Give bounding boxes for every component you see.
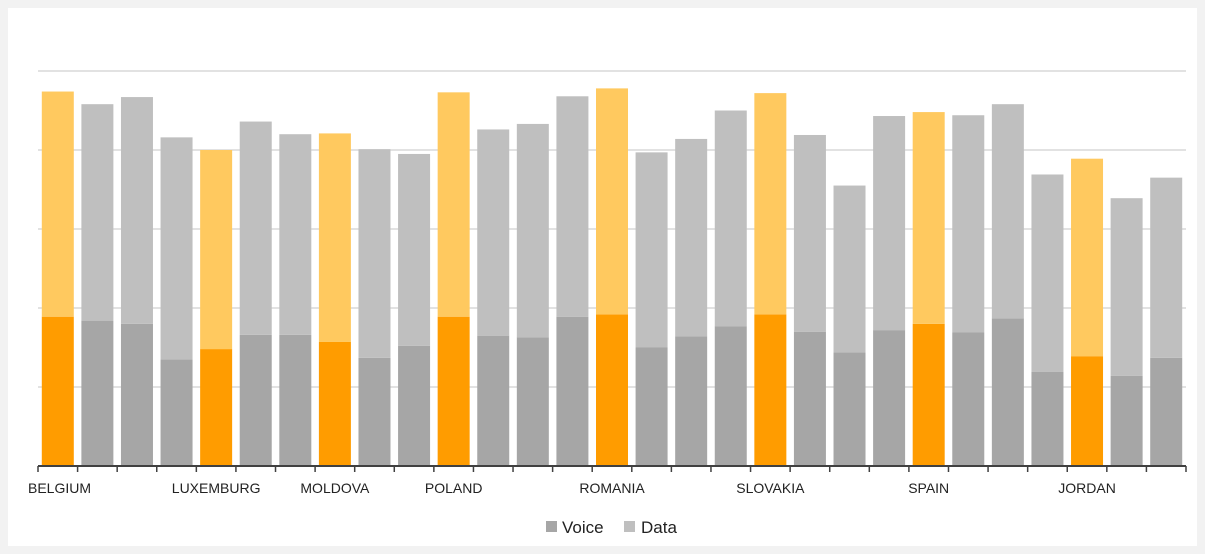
- bar-data: [754, 93, 786, 314]
- bar-data: [240, 122, 272, 335]
- bar-data: [834, 186, 866, 353]
- x-axis: [38, 466, 1186, 472]
- bars: [42, 88, 1182, 466]
- bar-voice: [913, 324, 945, 466]
- bar-voice: [1111, 376, 1143, 466]
- x-tick-label: BELGIUM: [28, 480, 91, 496]
- bar-data: [1071, 159, 1103, 357]
- bar-data: [992, 104, 1024, 318]
- legend-label-data: Data: [641, 518, 677, 537]
- bar-data: [161, 137, 193, 359]
- bar-voice: [873, 330, 905, 466]
- x-tick-label: JORDAN: [1058, 480, 1116, 496]
- bar-voice: [358, 358, 390, 466]
- bar-voice: [398, 346, 430, 466]
- bar-voice: [200, 349, 232, 466]
- bar-data: [913, 112, 945, 324]
- bar-voice: [42, 317, 74, 466]
- bar-data: [438, 92, 470, 316]
- bar-voice: [794, 332, 826, 466]
- bar-voice: [1031, 372, 1063, 466]
- x-tick-label: SLOVAKIA: [736, 480, 805, 496]
- bar-data: [715, 111, 747, 327]
- bar-data: [358, 149, 390, 358]
- x-tick-labels: BELGIUM LUXEMBURG MOLDOVA POLAND ROMANIA SLOV…: [28, 480, 1116, 496]
- bar-data: [42, 92, 74, 317]
- legend-swatch-data: [624, 521, 635, 532]
- x-tick-label: LUXEMBURG: [172, 480, 261, 496]
- bar-voice: [715, 326, 747, 466]
- bar-data: [1031, 174, 1063, 371]
- bar-data: [596, 88, 628, 314]
- bar-voice: [596, 314, 628, 466]
- bar-voice: [121, 324, 153, 466]
- bar-voice: [834, 352, 866, 466]
- bar-voice: [279, 335, 311, 466]
- x-tick-label: POLAND: [425, 480, 483, 496]
- bar-voice: [240, 335, 272, 466]
- bar-voice: [1150, 358, 1182, 466]
- x-tick-label: SPAIN: [908, 480, 949, 496]
- legend-swatch-voice: [546, 521, 557, 532]
- bar-data: [477, 129, 509, 335]
- bar-voice: [161, 359, 193, 466]
- bar-data: [873, 116, 905, 330]
- bar-data: [794, 135, 826, 332]
- bar-data: [675, 139, 707, 337]
- bar-voice: [952, 332, 984, 466]
- bar-data: [319, 133, 351, 342]
- legend-label-voice: Voice: [562, 518, 604, 537]
- bar-voice: [477, 336, 509, 466]
- bar-voice: [992, 318, 1024, 466]
- bar-voice: [556, 317, 588, 466]
- bar-data: [81, 104, 113, 320]
- bar-data: [952, 115, 984, 332]
- bar-voice: [754, 314, 786, 466]
- x-tick-label: ROMANIA: [579, 480, 645, 496]
- bar-data: [398, 154, 430, 346]
- legend: Voice Data: [546, 518, 677, 537]
- bar-voice: [517, 337, 549, 466]
- bar-voice: [636, 348, 668, 467]
- bar-voice: [438, 317, 470, 466]
- bar-voice: [675, 336, 707, 466]
- bar-voice: [319, 342, 351, 466]
- bar-voice: [81, 321, 113, 466]
- bar-data: [1150, 178, 1182, 358]
- bar-data: [279, 134, 311, 335]
- bar-data: [121, 97, 153, 324]
- bar-data: [200, 150, 232, 349]
- bar-data: [1111, 198, 1143, 376]
- x-tick-label: MOLDOVA: [300, 480, 370, 496]
- bar-data: [636, 152, 668, 347]
- bar-data: [517, 124, 549, 337]
- bar-data: [556, 96, 588, 316]
- bar-voice: [1071, 356, 1103, 466]
